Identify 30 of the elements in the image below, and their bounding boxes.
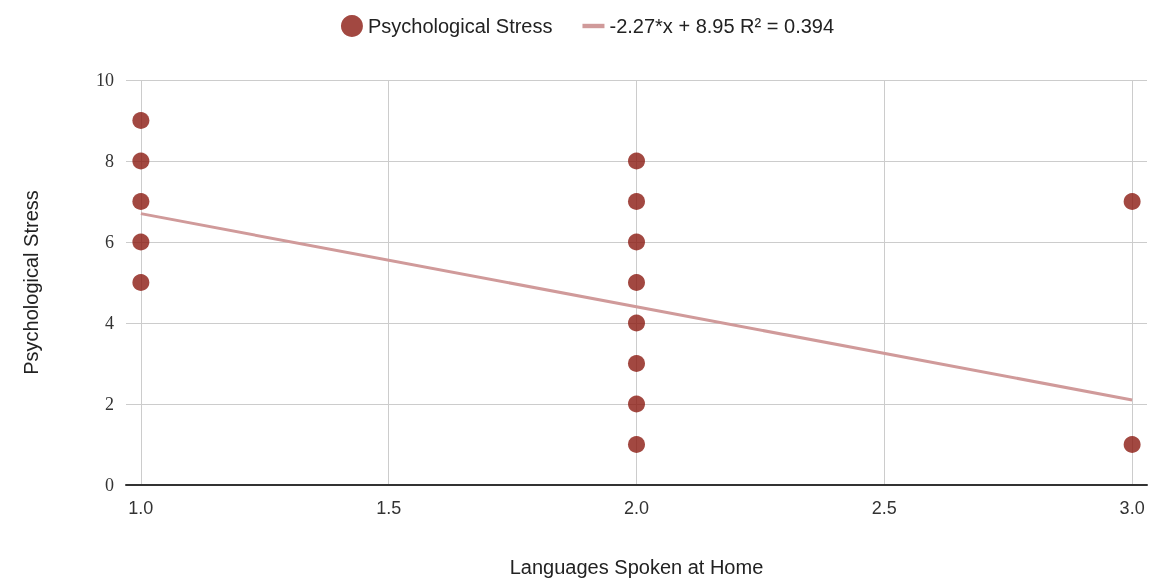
x-axis-title: Languages Spoken at Home [509,556,764,578]
point [132,193,150,210]
y-tick-label: 0 [105,475,114,495]
legend-label: Psychological Stress [367,15,553,37]
point [1123,193,1141,210]
x-tick-label: 3.0 [1119,498,1145,518]
y-tick-label: 4 [105,313,114,333]
point [1123,436,1141,453]
x-tick-label: 1.5 [376,498,402,518]
point [628,436,645,453]
y-tick-label: 8 [105,151,114,171]
point [628,274,645,291]
point [628,355,645,372]
point [132,233,150,251]
y-tick-label: 10 [96,70,114,90]
point [132,274,150,291]
point [628,152,645,170]
point [628,233,645,251]
y-tick-label: 6 [105,232,114,252]
point [628,395,645,413]
x-tick-label: 1.0 [128,498,154,518]
y-axis-title: Psychological Stress [20,190,42,375]
point [628,314,645,332]
y-tick-label: 2 [105,394,114,414]
x-tick-label: 2.5 [871,498,897,518]
legend-label: -2.27*x + 8.95 R² = 0.394 [609,15,835,37]
point [628,193,645,210]
x-tick-label: 2.0 [623,498,650,518]
point [132,112,150,129]
point [132,152,150,170]
